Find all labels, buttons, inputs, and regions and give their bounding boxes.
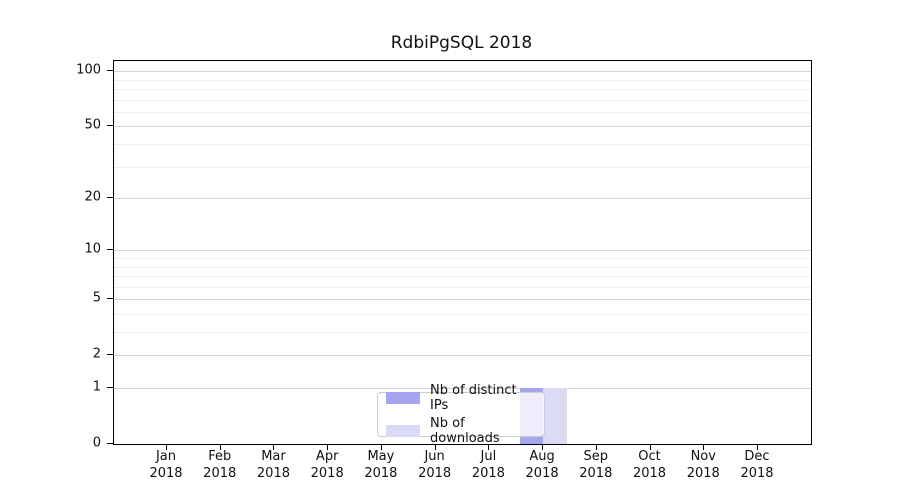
- x-tick-label: Feb 2018: [203, 449, 237, 481]
- major-gridline: [114, 250, 811, 252]
- y-tick-label: 5: [92, 290, 101, 306]
- x-tick-mark: [166, 445, 167, 450]
- y-tick-label: 20: [84, 189, 101, 205]
- y-tick-mark: [107, 249, 113, 251]
- x-tick-mark: [542, 445, 544, 450]
- major-gridline: [114, 126, 811, 128]
- x-tick-label: Dec 2018: [740, 449, 774, 481]
- x-tick-mark: [703, 445, 705, 450]
- minor-gridline: [114, 286, 811, 288]
- x-tick-label: Jan 2018: [149, 449, 183, 481]
- x-tick-mark: [219, 445, 221, 450]
- x-tick-label: Oct 2018: [632, 449, 667, 481]
- major-gridline: [114, 388, 811, 390]
- x-tick-label: Aug 2018: [525, 449, 559, 481]
- minor-gridline: [114, 166, 811, 168]
- minor-gridline: [114, 79, 811, 81]
- plot-area: [113, 60, 812, 445]
- y-tick-mark: [107, 197, 113, 199]
- major-gridline: [114, 71, 811, 73]
- legend-item-downloads: Nb of downloads: [386, 416, 536, 446]
- major-gridline: [114, 355, 811, 357]
- x-tick-label: Jul 2018: [471, 449, 505, 481]
- y-tick-label: 2: [92, 346, 101, 362]
- y-tick-mark: [107, 387, 113, 389]
- x-tick-mark: [327, 445, 329, 450]
- y-tick-mark: [107, 443, 113, 444]
- x-tick-label: Nov 2018: [686, 449, 720, 481]
- x-tick-label: May 2018: [364, 449, 398, 481]
- y-tick-label: 0: [92, 435, 101, 451]
- minor-gridline: [114, 332, 811, 334]
- major-gridline: [114, 198, 811, 200]
- legend-label-downloads: Nb of downloads: [430, 416, 500, 446]
- x-tick-label: Apr 2018: [310, 449, 344, 481]
- x-tick-mark: [380, 445, 382, 450]
- x-tick-mark: [595, 445, 597, 450]
- y-tick-label: 1: [92, 379, 101, 395]
- x-tick-label: Sep 2018: [579, 449, 613, 481]
- y-tick-mark: [107, 298, 113, 300]
- y-tick-mark: [107, 70, 113, 72]
- minor-gridline: [114, 112, 811, 114]
- minor-gridline: [114, 314, 811, 316]
- x-tick-mark: [488, 445, 490, 450]
- y-tick-label: 50: [84, 117, 101, 133]
- y-tick-label: 100: [76, 62, 101, 78]
- legend-label-distinct-ips: Nb of distinct IPs: [430, 383, 517, 413]
- x-tick-label: Jun 2018: [418, 449, 452, 481]
- legend-item-distinct-ips: Nb of distinct IPs: [386, 383, 536, 413]
- legend: Nb of distinct IPs Nb of downloads: [377, 383, 545, 446]
- x-tick-mark: [273, 445, 275, 450]
- minor-gridline: [114, 99, 811, 101]
- minor-gridline: [114, 266, 811, 268]
- y-tick-mark: [107, 125, 113, 127]
- minor-gridline: [114, 144, 811, 146]
- major-gridline: [114, 299, 811, 301]
- minor-gridline: [114, 89, 811, 91]
- x-tick-mark: [434, 445, 436, 450]
- minor-gridline: [114, 276, 811, 278]
- minor-gridline: [114, 258, 811, 260]
- chart-title: RdbiPgSQL 2018: [390, 33, 533, 53]
- x-tick-mark: [649, 445, 651, 450]
- distinct-ips-swatch: [386, 392, 420, 404]
- x-tick-label: Mar 2018: [256, 449, 290, 481]
- x-tick-mark: [757, 445, 758, 450]
- downloads-swatch: [386, 425, 420, 437]
- y-tick-label: 10: [84, 241, 101, 257]
- bar-aug-downloads: [543, 388, 567, 444]
- y-tick-mark: [107, 354, 113, 356]
